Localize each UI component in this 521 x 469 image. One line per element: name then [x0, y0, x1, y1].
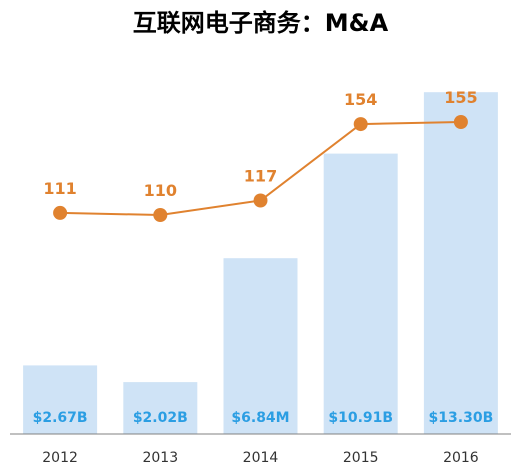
- bar-2013: [123, 382, 198, 434]
- x-tick-label-2013: 2013: [142, 450, 178, 466]
- line-series: 111 110 117 154 155: [43, 88, 478, 222]
- line-point-label-2014: 117: [244, 167, 277, 186]
- bar-2012: [23, 365, 98, 434]
- bar-label-2015: $10.91B: [328, 410, 393, 426]
- line-point-label-2013: 110: [144, 181, 177, 200]
- bar-2014: [223, 258, 298, 434]
- bar-group: $2.67B $2.02B $6.84M $10.91B $13.30B: [23, 92, 498, 434]
- bar-label-2016: $13.30B: [429, 410, 494, 426]
- line-point-label-2012: 111: [43, 179, 76, 198]
- bar-label-2014: $6.84M: [231, 410, 289, 426]
- line-point-2014: [253, 193, 268, 208]
- bar-2016: [423, 92, 498, 434]
- line-point-2016: [453, 115, 468, 129]
- line-point-2012: [53, 205, 68, 220]
- x-tick-label-2014: 2014: [243, 450, 279, 466]
- x-tick-group: 2012 2013 2014 2015 2016: [42, 450, 479, 466]
- x-tick-label-2016: 2016: [443, 450, 479, 466]
- line-point-2015: [353, 117, 368, 132]
- bar-2015: [323, 153, 398, 434]
- x-tick-label-2015: 2015: [343, 450, 379, 466]
- bar-label-2012: $2.67B: [33, 410, 88, 426]
- x-tick-label-2012: 2012: [42, 450, 78, 466]
- chart-title: 互联网电子商务：M&A: [133, 9, 389, 37]
- line-point-label-2015: 154: [344, 90, 377, 109]
- line-point-2013: [153, 208, 168, 222]
- bar-label-2013: $2.02B: [133, 410, 188, 426]
- line-point-label-2016: 155: [444, 88, 477, 107]
